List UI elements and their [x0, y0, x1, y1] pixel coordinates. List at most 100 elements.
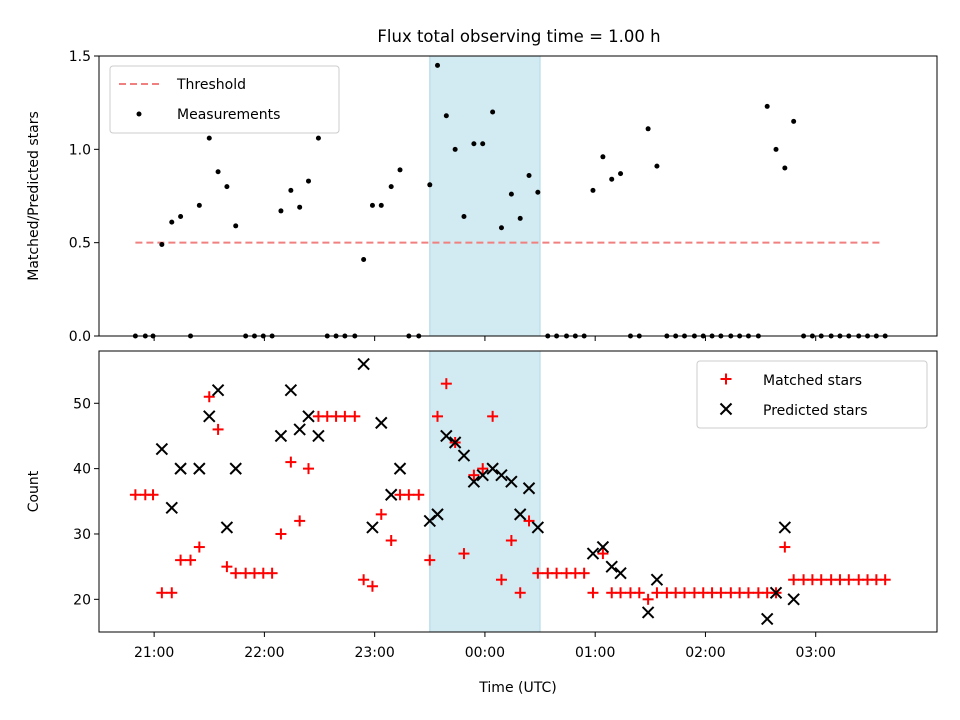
cross-b	[457, 449, 471, 462]
predicted-point	[375, 416, 388, 430]
measurement-point	[196, 202, 202, 208]
predicted-point	[476, 468, 489, 482]
legend-threshold-label: Threshold	[176, 77, 246, 93]
predicted-point	[486, 462, 499, 475]
bottom-panel: 20 30 40 50 21:00 22:00 23:00 00:00 01:00 02:00 0…	[26, 350, 938, 696]
x-tick-label: 21:00	[134, 645, 174, 661]
cross-b	[513, 508, 527, 521]
cross-b	[586, 547, 600, 560]
predicted-point	[448, 436, 462, 449]
matched-point	[587, 587, 599, 599]
predicted-point	[193, 462, 206, 475]
legend-matched-marker	[720, 373, 732, 385]
predicted-point	[165, 501, 178, 515]
matched-point	[843, 574, 855, 586]
measurement-point	[654, 163, 660, 169]
cross-b	[769, 586, 783, 599]
matched-point	[597, 548, 609, 560]
cross-b	[302, 410, 315, 423]
predicted-point	[174, 462, 187, 475]
matched-point	[815, 574, 827, 586]
matched-point	[203, 391, 215, 403]
predicted-point	[211, 384, 225, 397]
cross-b	[467, 475, 481, 488]
predicted-point	[357, 357, 370, 371]
predicted-point	[302, 410, 315, 423]
measurement-points	[132, 62, 888, 339]
predicted-point	[650, 573, 664, 586]
measurement-point	[206, 135, 212, 141]
measurement-point	[369, 202, 375, 208]
x-tick-label: 03:00	[796, 645, 836, 661]
cross-b	[614, 566, 627, 580]
matched-point	[266, 567, 278, 579]
y-tick-label: 1.0	[69, 142, 91, 158]
matched-point	[275, 528, 287, 540]
predicted-point	[505, 475, 518, 488]
cross-b	[440, 429, 453, 443]
matched-point	[339, 410, 351, 422]
measurement-point	[159, 242, 165, 248]
matched-point	[175, 554, 187, 566]
matched-point	[185, 554, 197, 566]
cross-b	[787, 593, 800, 606]
x-axis-label: Time (UTC)	[478, 680, 556, 696]
measurement-point	[427, 182, 433, 188]
cross-b	[174, 462, 187, 475]
y-tick-label: 40	[73, 462, 91, 478]
cross-b	[505, 475, 518, 488]
measurement-point	[397, 167, 403, 173]
legend-matched-swatch	[720, 373, 732, 385]
top-highlight-span	[429, 55, 541, 337]
measurement-point	[764, 103, 770, 109]
matched-point	[514, 587, 526, 599]
measurement-point	[297, 204, 303, 210]
legend-matched-label: Matched stars	[763, 373, 862, 389]
x-tick-label: 02:00	[685, 645, 725, 661]
matched-point	[440, 378, 452, 390]
matched-point	[642, 593, 654, 605]
matched-point	[458, 548, 470, 560]
measurement-point	[471, 141, 477, 147]
measurement-point	[178, 214, 184, 220]
measurement-point	[388, 184, 394, 190]
predicted-point	[440, 429, 453, 443]
predicted-point	[220, 521, 234, 534]
measurement-point	[590, 187, 596, 193]
matched-point	[633, 587, 645, 599]
measurement-point	[288, 187, 294, 193]
matched-point	[221, 561, 233, 573]
y-tick-label: 1.5	[69, 49, 91, 65]
y-tick-label: 30	[73, 527, 91, 543]
cross-b	[641, 606, 655, 619]
predicted-point	[457, 449, 471, 462]
measurement-point	[224, 184, 230, 190]
measurement-point	[498, 225, 504, 231]
measurement-point	[378, 202, 384, 208]
chart-title: Flux total observing time = 1.00 h	[377, 27, 660, 46]
predicted-point	[605, 560, 618, 573]
cross-b	[284, 384, 298, 397]
cross-b	[393, 462, 407, 475]
measurement-point	[490, 109, 496, 115]
legend-predicted-marker	[719, 402, 733, 416]
matched-point	[349, 410, 361, 422]
measurement-point	[215, 169, 221, 175]
measurement-point	[535, 189, 541, 195]
predicted-point	[155, 442, 169, 456]
matched-point	[147, 489, 159, 501]
matched-point	[788, 574, 800, 586]
measurement-point	[278, 208, 284, 214]
measurement-point	[233, 223, 239, 229]
matched-point	[578, 567, 590, 579]
measurement-point	[461, 214, 467, 220]
cross-b	[760, 612, 774, 626]
measurement-point	[508, 191, 514, 197]
matched-point	[495, 574, 507, 586]
cross-b	[476, 468, 489, 482]
matched-point	[678, 587, 690, 599]
top-x-ticks	[153, 336, 817, 341]
cross-b	[165, 501, 178, 515]
cross-b	[293, 423, 306, 436]
matched-point	[477, 463, 489, 475]
